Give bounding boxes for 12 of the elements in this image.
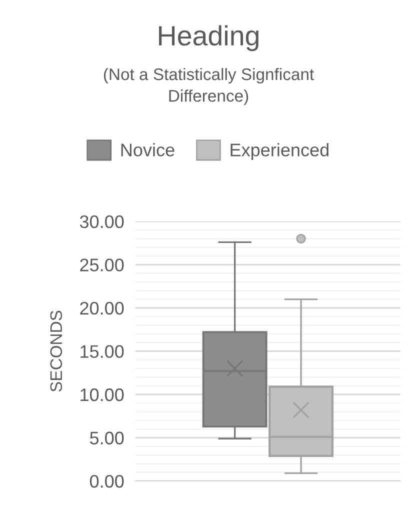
- y-tick-label: 15.00: [80, 345, 124, 358]
- y-tick-label: 20.00: [80, 302, 124, 315]
- legend-label: Experienced: [230, 143, 328, 160]
- y-tick-label: 0.00: [90, 474, 124, 488]
- y-tick-label: 25.00: [80, 258, 124, 272]
- chart-subtitle: (Not a Statistically Signficant Difference): [104, 68, 314, 106]
- y-tick-label: 5.00: [90, 432, 124, 444]
- y-tick-label: 10.00: [80, 388, 124, 402]
- y-axis-title: SECONDS: [50, 310, 62, 392]
- y-tick-label: 30.00: [80, 215, 124, 228]
- legend-label: Novice: [121, 143, 174, 156]
- chart-title: Heading: [159, 25, 258, 52]
